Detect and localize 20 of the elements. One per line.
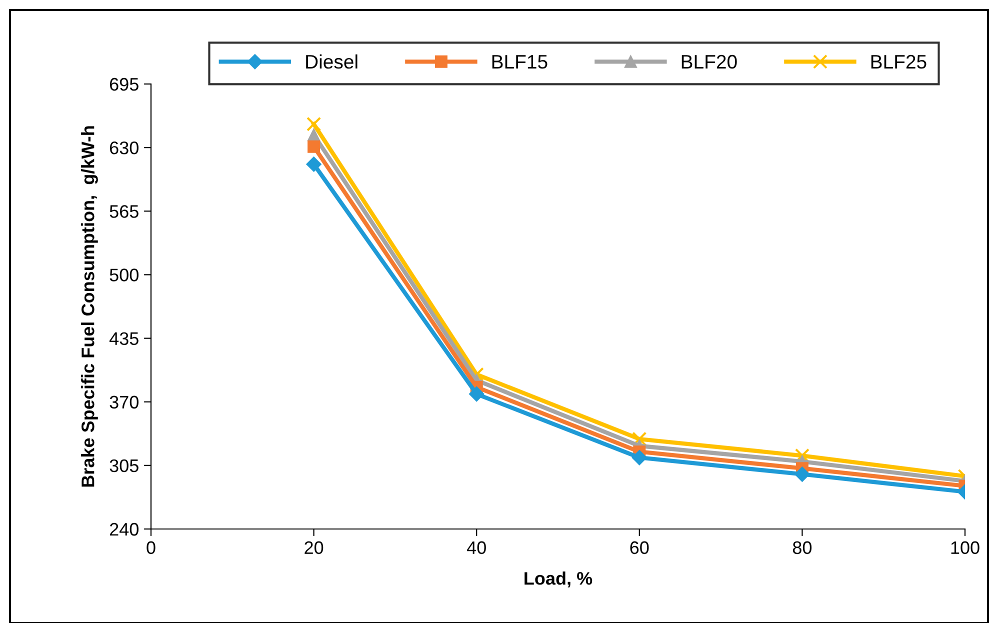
y-tick-label: 630	[110, 142, 138, 154]
legend-label: Diesel	[306, 54, 358, 69]
y-tick-label: 500	[110, 268, 138, 282]
x-tick-label: 0	[146, 541, 156, 554]
legend-label: BLF20	[682, 54, 737, 69]
x-tick-label: 80	[792, 541, 812, 554]
x-tick-label: 40	[466, 541, 486, 554]
y-axis-title: Brake Specific Fuel Consumption, g/kW-h	[81, 126, 98, 487]
y-tick-label: 305	[110, 459, 138, 472]
y-tick-label: 565	[110, 205, 138, 218]
y-tick-label: 435	[109, 332, 138, 346]
legend-label: BLF15	[492, 55, 548, 69]
x-tick-label: 20	[304, 541, 324, 554]
x-tick-label: 100	[951, 541, 980, 554]
x-tick-label: 60	[630, 541, 649, 554]
y-tick-label: 695	[110, 78, 138, 91]
y-tick-label: 240	[110, 522, 138, 536]
y-tick-label: 370	[110, 396, 138, 409]
legend-label: BLF25	[871, 54, 926, 69]
x-axis-title: Load, %	[524, 572, 592, 588]
